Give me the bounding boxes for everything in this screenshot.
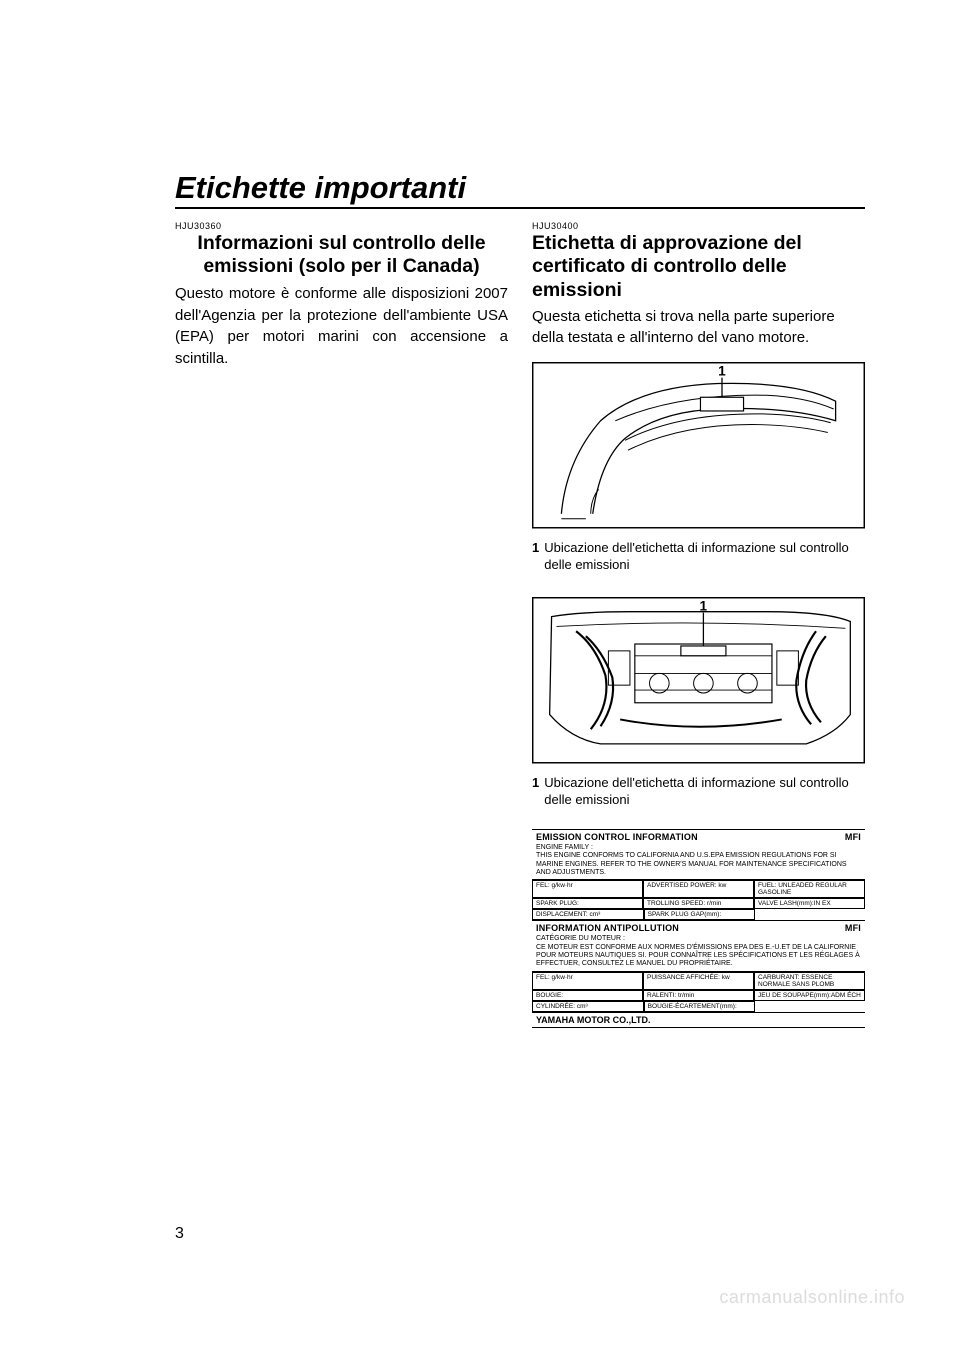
label-section-english: EMISSION CONTROL INFORMATION MFI ENGINE …: [532, 829, 865, 921]
label-cell: [755, 1001, 865, 1012]
doc-code-right: HJU30400: [532, 221, 865, 231]
label-cell: ADVERTISED POWER: kw: [643, 880, 754, 898]
label-line: CE MOTEUR EST CONFORME AUX NORMES D'ÉMIS…: [536, 944, 861, 969]
label-line: THIS ENGINE CONFORMS TO CALIFORNIA AND U…: [536, 852, 861, 877]
label-tag-en: MFI: [845, 832, 861, 842]
label-cell: CARBURANT: ESSENCE NORMALE SANS PLOMB: [754, 972, 865, 990]
callout-marker-1: 1: [718, 364, 726, 379]
caption-number: 1: [532, 775, 539, 809]
label-cell: DISPLACEMENT: cm³: [532, 909, 644, 920]
caption-text: Ubicazione dell'etichetta di informazion…: [544, 540, 865, 574]
callout-marker-2: 1: [699, 599, 707, 614]
heading-line-1: Etichetta di approvazione del: [532, 232, 802, 254]
label-cell: BOUGIE:: [532, 990, 643, 1001]
label-row: FEL: g/kw·hr PUISSANCE AFFICHÉE: kw CARB…: [532, 972, 865, 990]
label-cell: CYLINDRÉE: cm³: [532, 1001, 644, 1012]
label-cell: BOUGIE-ÉCARTEMENT(mm):: [644, 1001, 756, 1012]
label-section-french: INFORMATION ANTIPOLLUTION MFI CATÉGORIE …: [532, 920, 865, 1012]
figure-engine-compartment: 1: [532, 597, 865, 764]
emission-label-block: EMISSION CONTROL INFORMATION MFI ENGINE …: [532, 829, 865, 1028]
page-number: 3: [175, 1225, 184, 1243]
section-heading-left: Informazioni sul controllo delle emissio…: [175, 232, 508, 279]
heading-line-1: Informazioni sul controllo delle: [197, 232, 485, 254]
watermark: carmanualsonline.info: [719, 1287, 905, 1308]
label-cell: TROLLING SPEED: r/min: [643, 898, 754, 909]
caption-text: Ubicazione dell'etichetta di informazion…: [544, 775, 865, 809]
label-row: DISPLACEMENT: cm³ SPARK PLUG GAP(mm):: [532, 909, 865, 920]
label-cell: SPARK PLUG GAP(mm):: [644, 909, 756, 920]
label-title-en: EMISSION CONTROL INFORMATION: [536, 832, 698, 842]
heading-line-2: certificato di controllo delle emissioni: [532, 255, 787, 300]
label-title-fr: INFORMATION ANTIPOLLUTION: [536, 923, 679, 933]
label-cell: FEL: g/kw·hr: [532, 972, 643, 990]
label-cell: RALENTI: tr/min: [643, 990, 754, 1001]
label-tag-fr: MFI: [845, 923, 861, 933]
section-heading-right: Etichetta di approvazione del certificat…: [532, 232, 865, 302]
caption-figure-2: 1 Ubicazione dell'etichetta di informazi…: [532, 775, 865, 809]
caption-figure-1: 1 Ubicazione dell'etichetta di informazi…: [532, 540, 865, 574]
label-row: SPARK PLUG: TROLLING SPEED: r/min VALVE …: [532, 898, 865, 909]
figure-engine-cover: 1: [532, 362, 865, 529]
label-cell: FUEL: UNLEADED REGULAR GASOLINE: [754, 880, 865, 898]
label-line: ENGINE FAMILY :: [536, 844, 861, 852]
right-column: HJU30400 Etichetta di approvazione del c…: [532, 221, 865, 1028]
body-text-right: Questa etichetta si trova nella parte su…: [532, 306, 865, 348]
label-row: FEL: g/kw·hr ADVERTISED POWER: kw FUEL: …: [532, 880, 865, 898]
label-footer: YAMAHA MOTOR CO.,LTD.: [532, 1012, 865, 1028]
label-cell: JEU DE SOUPAPE(mm):ADM ÉCH: [754, 990, 865, 1001]
label-cell: SPARK PLUG:: [532, 898, 643, 909]
label-cell: [755, 909, 865, 920]
label-row: BOUGIE: RALENTI: tr/min JEU DE SOUPAPE(m…: [532, 990, 865, 1001]
label-cell: VALVE LASH(mm):IN EX: [754, 898, 865, 909]
body-text-left: Questo motore è conforme alle disposizio…: [175, 283, 508, 370]
chapter-title: Etichette importanti: [175, 170, 865, 209]
label-cell: FEL: g/kw·hr: [532, 880, 643, 898]
two-column-layout: HJU30360 Informazioni sul controllo dell…: [175, 221, 865, 1028]
label-cell: PUISSANCE AFFICHÉE: kw: [643, 972, 754, 990]
label-line: CATÉGORIE DU MOTEUR :: [536, 935, 861, 943]
heading-line-2: emissioni (solo per il Canada): [203, 255, 479, 277]
label-row: CYLINDRÉE: cm³ BOUGIE-ÉCARTEMENT(mm):: [532, 1001, 865, 1012]
left-column: HJU30360 Informazioni sul controllo dell…: [175, 221, 508, 1028]
doc-code-left: HJU30360: [175, 221, 508, 231]
caption-number: 1: [532, 540, 539, 574]
